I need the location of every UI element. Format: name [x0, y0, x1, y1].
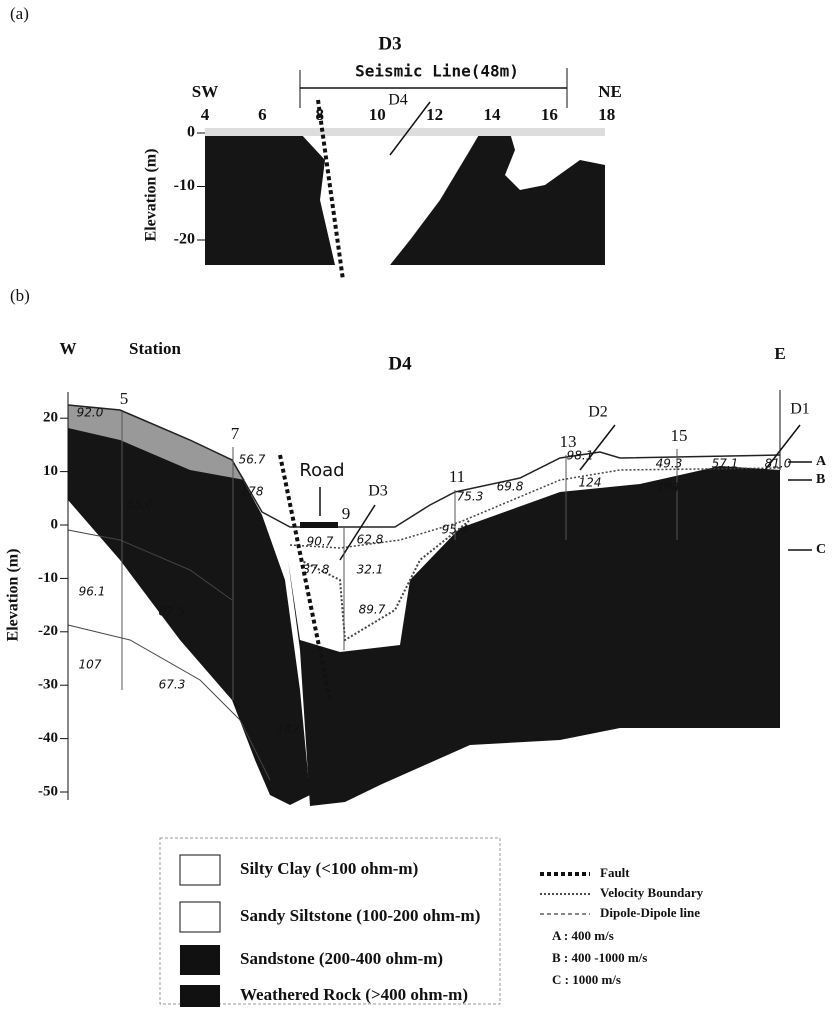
station-label: 11: [449, 467, 465, 486]
legend-velocity: B : 400 -1000 m/s: [552, 950, 647, 965]
resistivity-label: 69.8: [497, 480, 524, 494]
legend-unit: Sandy Siltstone (100-200 ohm-m): [240, 906, 480, 925]
direction: W: [60, 339, 77, 358]
velocity-boundary: [299, 519, 471, 642]
station-label: 14: [484, 105, 502, 124]
station-label: 4: [201, 105, 210, 124]
velocity-marker: C: [816, 542, 826, 557]
resistivity-label: 67.3: [159, 678, 186, 692]
annotation: D2: [588, 404, 608, 421]
direction: NE: [598, 82, 622, 101]
resistivity-label: 90.7: [307, 535, 334, 549]
resistivity-label: 147: [277, 723, 300, 737]
swatch: [180, 985, 220, 1007]
swatch: [179, 901, 221, 933]
y-tick-label: -20: [38, 623, 58, 639]
resistivity-label: 82.5: [159, 605, 186, 619]
panel-title: D3: [378, 33, 401, 54]
fault-a: [316, 99, 345, 281]
arrow-d1: [764, 424, 801, 471]
legend-symbol: Dipole-Dipole line: [600, 905, 700, 920]
layer-line: [67, 624, 271, 781]
annotation: D3: [368, 483, 388, 500]
resistivity-label: 104: [657, 481, 680, 495]
resistivity-label: 75.3: [457, 490, 484, 504]
y-tick-label: 20: [43, 410, 58, 426]
resistivity-label: 56.7: [239, 453, 266, 467]
legend-unit: Sandstone (200-400 ohm-m): [240, 949, 443, 968]
arrow-d4: [389, 101, 431, 156]
station-label: 7: [231, 424, 240, 443]
velocity-marker: B: [816, 472, 825, 487]
direction: E: [774, 344, 785, 363]
legend-symbol: Fault: [600, 865, 630, 880]
resistivity-label: 62.8: [357, 533, 384, 547]
legend-unit: Silty Clay (<100 ohm-m): [240, 859, 418, 878]
clay-a: [300, 133, 480, 265]
station-label: 13: [560, 432, 577, 451]
swatch: [180, 945, 220, 975]
layer-line: [67, 529, 233, 601]
legend-velocity: C : 1000 m/s: [552, 972, 621, 987]
resistivity-label: 96.1: [79, 585, 106, 599]
y-axis-label: Elevation (m): [5, 549, 22, 642]
y-tick-label: 0: [51, 516, 59, 532]
station-label: 15: [671, 426, 688, 445]
station-label: 5: [120, 389, 129, 408]
y-tick-label: -10: [38, 570, 58, 586]
resistivity-label: 107: [79, 658, 102, 672]
y-tick-label: -20: [174, 231, 195, 248]
swatch: [179, 854, 221, 886]
legend-symbol: Velocity Boundary: [600, 885, 704, 900]
resistivity-label: 37.8: [303, 563, 330, 577]
resistivity-label: 49.3: [656, 457, 683, 471]
resistivity-label: 81.0: [765, 457, 792, 471]
road: [300, 522, 338, 528]
station-label: 6: [258, 105, 267, 124]
panel-label: (a): [10, 4, 29, 23]
arrow-d3: [339, 504, 376, 561]
station-label: Station: [129, 339, 182, 358]
rock-b-right: [288, 466, 780, 806]
y-tick-label: -10: [174, 177, 195, 194]
y-tick-label: 0: [187, 124, 195, 141]
resistivity-label: 32.1: [357, 563, 384, 577]
y-axis-label: Elevation (m): [143, 149, 160, 242]
direction: SW: [192, 82, 218, 101]
resistivity-label: 85.0: [127, 498, 154, 512]
resistivity-label: 89.7: [359, 603, 386, 617]
line-label: D4: [388, 92, 408, 109]
surface-a: [205, 128, 605, 136]
rock-b-left: [68, 405, 310, 805]
station-label: 8: [316, 105, 325, 124]
y-tick-label: 10: [43, 463, 58, 479]
station-label: 18: [598, 105, 615, 124]
y-tick-label: -30: [38, 677, 58, 693]
annotation: Road: [299, 460, 344, 481]
resistivity-label: 98.1: [567, 449, 594, 463]
panel-title: D4: [388, 353, 412, 374]
station-label: 9: [342, 504, 351, 523]
y-tick-label: -50: [38, 783, 58, 799]
velocity-boundary: [289, 467, 781, 549]
seismic-label: Seismic Line(48m): [355, 62, 519, 81]
y-tick-label: -40: [38, 730, 58, 746]
station-label: 12: [426, 105, 443, 124]
arrow-d2: [579, 424, 616, 471]
resistivity-label: 178: [241, 485, 264, 499]
resistivity-label: 57.1: [712, 457, 739, 471]
legend-velocity: A : 400 m/s: [552, 928, 614, 943]
velocity-marker: A: [816, 454, 827, 469]
resistivity-label: 124: [579, 476, 602, 490]
legend-unit: Weathered Rock (>400 ohm-m): [240, 985, 468, 1004]
clay-a2: [505, 133, 605, 190]
siltstone-b: [68, 405, 245, 480]
resistivity-label: 95.4: [442, 523, 469, 537]
station-label: 16: [541, 105, 558, 124]
station-label: 10: [369, 105, 386, 124]
resistivity-label: 92.0: [77, 406, 104, 420]
panel-label: (b): [10, 286, 30, 305]
annotation: D1: [790, 401, 810, 418]
